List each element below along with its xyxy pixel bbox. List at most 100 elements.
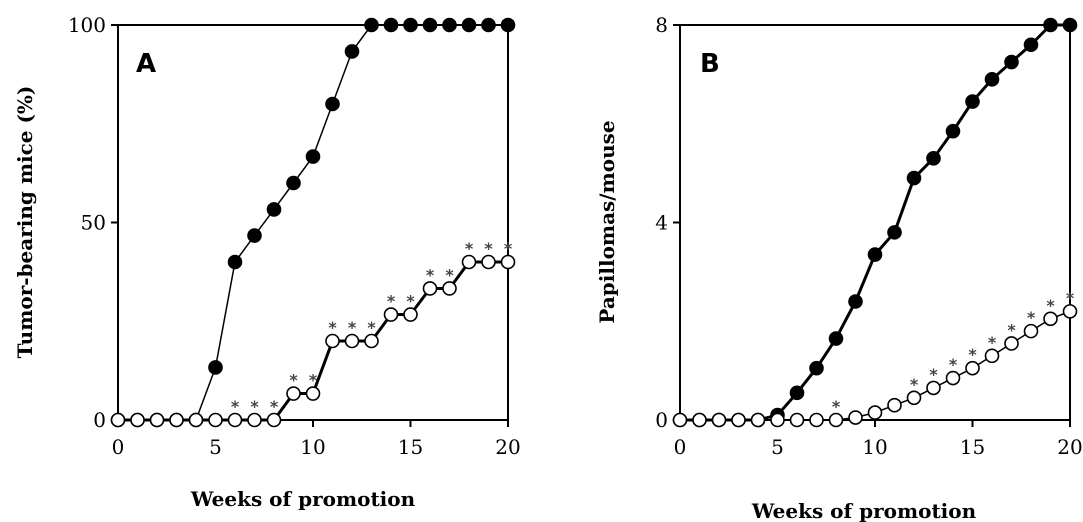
data-point-open	[906, 390, 922, 406]
data-point-filled	[1043, 17, 1058, 33]
data-point-filled	[383, 17, 399, 33]
data-point-open	[848, 410, 863, 425]
data-point-open	[711, 412, 727, 428]
data-point-filled	[208, 360, 223, 375]
data-point-open	[1004, 336, 1019, 351]
plot-frame	[117, 24, 509, 421]
data-point-filled	[266, 202, 282, 217]
data-point-open	[364, 333, 379, 349]
significance-asterisk: *	[445, 265, 454, 284]
significance-asterisk: *	[270, 397, 279, 416]
data-point-filled	[809, 360, 824, 376]
data-point-open	[247, 412, 262, 428]
data-point-open	[461, 254, 477, 270]
y-axis-label: Tumor-bearing mice (%)	[13, 86, 37, 359]
data-point-filled	[442, 17, 457, 33]
series-line	[680, 23, 1070, 422]
data-point-filled	[500, 17, 516, 33]
x-tick-label: 20	[495, 435, 520, 459]
data-point-filled	[461, 17, 477, 33]
significance-asterisk: *	[988, 333, 997, 352]
data-point-open	[344, 333, 360, 349]
significance-asterisk: *	[367, 318, 376, 337]
significance-asterisk: *	[910, 375, 919, 394]
x-axis-label: Weeks of promotion	[751, 499, 977, 522]
significance-asterisk: *	[289, 371, 298, 390]
data-point-open	[266, 412, 282, 428]
data-point-open	[692, 412, 707, 428]
data-point-filled	[984, 72, 1000, 87]
x-tick-label: 5	[771, 435, 784, 459]
data-point-filled	[926, 151, 941, 166]
data-point-open	[403, 307, 418, 322]
data-point-open	[731, 412, 746, 428]
data-point-open	[305, 386, 321, 401]
data-point-filled	[422, 17, 438, 33]
data-point-open	[965, 360, 980, 376]
significance-asterisk: *	[1046, 296, 1055, 315]
data-point-open	[383, 307, 399, 322]
data-point-open	[500, 254, 516, 270]
chart-panel-b: 0 5 10 15 20 0 4 8 Weeks of promotion Papillomas/…	[595, 13, 1083, 522]
data-point-open	[422, 281, 438, 296]
data-point-open	[325, 333, 340, 349]
data-point-open	[1023, 323, 1039, 339]
panel-label: A	[136, 49, 156, 79]
data-point-open	[227, 412, 243, 428]
data-point-filled	[227, 254, 243, 270]
data-point-open	[770, 412, 785, 428]
data-point-open	[149, 412, 165, 428]
data-point-open	[286, 386, 301, 401]
panel-label: B	[700, 49, 720, 79]
significance-asterisk: *	[348, 318, 357, 337]
significance-asterisk: *	[504, 239, 513, 258]
data-point-filled	[344, 44, 360, 59]
data-point-open	[130, 412, 145, 428]
significance-asterisk: *	[1066, 288, 1075, 307]
data-point-filled	[1023, 37, 1039, 53]
y-tick-label: 50	[81, 211, 106, 235]
data-point-filled	[247, 228, 262, 243]
data-point-open	[926, 380, 941, 396]
significance-asterisk: *	[387, 292, 396, 311]
data-point-open	[809, 412, 824, 428]
x-tick-label: 5	[209, 435, 222, 459]
data-point-open	[672, 412, 688, 428]
data-point-open	[442, 281, 457, 296]
data-point-filled	[1004, 54, 1019, 70]
data-point-open	[828, 412, 844, 428]
data-point-open	[789, 412, 805, 428]
data-point-filled	[403, 17, 418, 33]
data-point-open	[188, 412, 204, 428]
data-point-filled	[945, 123, 961, 139]
data-point-filled	[965, 94, 980, 109]
data-point-open	[208, 412, 223, 428]
data-point-filled	[325, 96, 340, 112]
y-tick-label: 0	[655, 408, 668, 432]
data-point-filled	[887, 225, 902, 240]
x-tick-label: 15	[398, 435, 423, 459]
significance-asterisk: *	[484, 239, 493, 258]
significance-asterisk: *	[328, 318, 337, 337]
data-point-filled	[364, 17, 379, 33]
data-point-filled	[1062, 17, 1078, 33]
data-point-open	[110, 412, 126, 428]
data-point-filled	[305, 149, 321, 164]
x-tick-label: 10	[862, 435, 887, 459]
y-tick-label: 8	[655, 13, 668, 37]
significance-asterisk: *	[231, 397, 240, 416]
significance-asterisk: *	[465, 239, 474, 258]
x-tick-label: 15	[960, 435, 985, 459]
significance-asterisk: *	[968, 345, 977, 364]
significance-asterisk: *	[949, 355, 958, 374]
y-tick-label: 0	[93, 408, 106, 432]
x-axis-label: Weeks of promotion	[190, 487, 416, 511]
series-line	[118, 24, 508, 421]
y-axis-label: Papillomas/mouse	[595, 120, 619, 323]
data-point-filled	[481, 17, 496, 33]
significance-asterisk: *	[1027, 308, 1036, 327]
significance-asterisk: *	[1007, 320, 1016, 339]
data-point-open	[887, 397, 902, 413]
data-point-filled	[828, 331, 844, 346]
